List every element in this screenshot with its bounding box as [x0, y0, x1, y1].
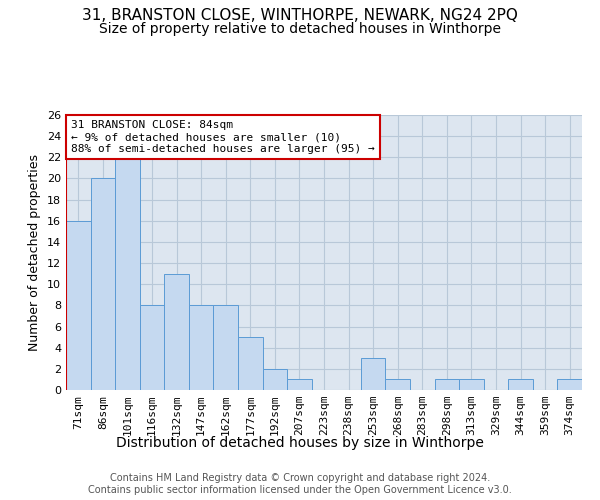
- Bar: [361, 358, 385, 390]
- Bar: [459, 380, 484, 390]
- Text: Distribution of detached houses by size in Winthorpe: Distribution of detached houses by size …: [116, 436, 484, 450]
- Bar: [189, 306, 214, 390]
- Y-axis label: Number of detached properties: Number of detached properties: [28, 154, 41, 351]
- Text: Contains HM Land Registry data © Crown copyright and database right 2024.
Contai: Contains HM Land Registry data © Crown c…: [88, 474, 512, 495]
- Bar: [557, 380, 582, 390]
- Bar: [287, 380, 312, 390]
- Bar: [140, 306, 164, 390]
- Text: 31, BRANSTON CLOSE, WINTHORPE, NEWARK, NG24 2PQ: 31, BRANSTON CLOSE, WINTHORPE, NEWARK, N…: [82, 8, 518, 22]
- Bar: [115, 158, 140, 390]
- Bar: [238, 337, 263, 390]
- Bar: [214, 306, 238, 390]
- Bar: [508, 380, 533, 390]
- Bar: [66, 221, 91, 390]
- Bar: [385, 380, 410, 390]
- Bar: [91, 178, 115, 390]
- Bar: [263, 369, 287, 390]
- Text: Size of property relative to detached houses in Winthorpe: Size of property relative to detached ho…: [99, 22, 501, 36]
- Bar: [434, 380, 459, 390]
- Bar: [164, 274, 189, 390]
- Text: 31 BRANSTON CLOSE: 84sqm
← 9% of detached houses are smaller (10)
88% of semi-de: 31 BRANSTON CLOSE: 84sqm ← 9% of detache…: [71, 120, 375, 154]
